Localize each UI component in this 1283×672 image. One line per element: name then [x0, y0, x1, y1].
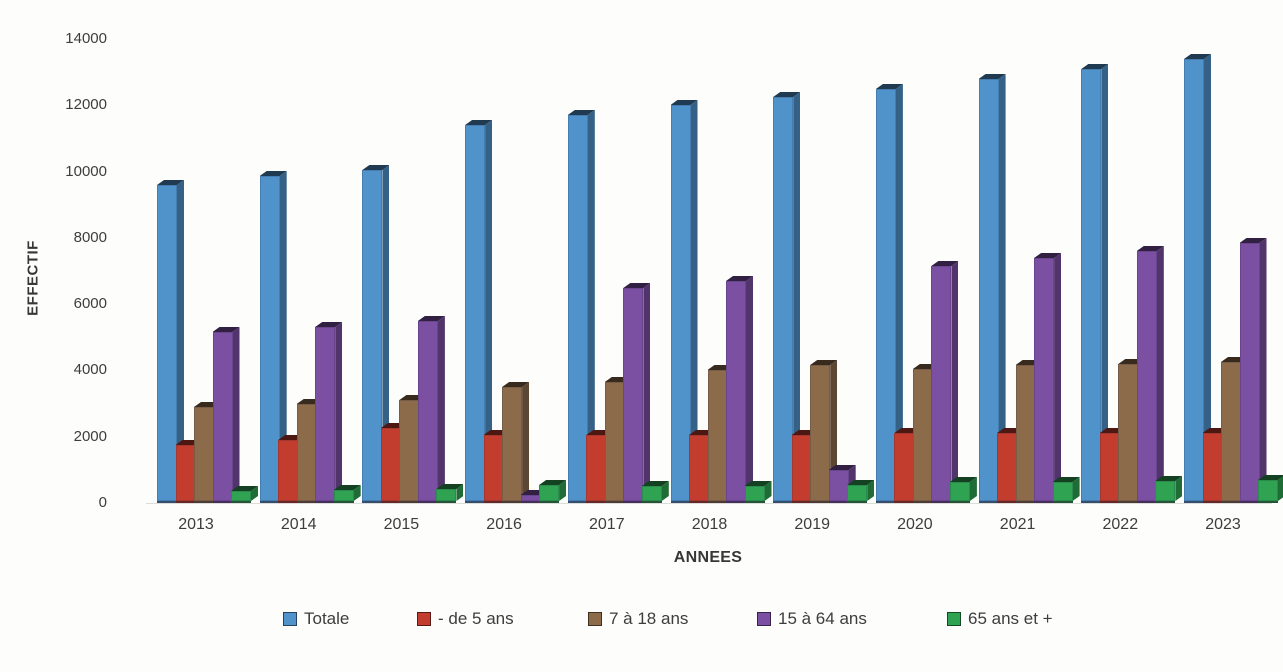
- legend-item-de-5-ans: - de 5 ans: [417, 609, 514, 629]
- y-tick-label: 4000: [73, 361, 107, 379]
- x-tick-label-2021: 2021: [999, 516, 1036, 533]
- bar-15-64-ans-2018: [726, 281, 746, 503]
- legend-swatch-65-ans-et: [947, 612, 961, 626]
- bar-totale-2014: [259, 176, 280, 503]
- bar-15-64-ans-2020: [931, 266, 952, 503]
- bar-7-18-ans-2022: [1118, 364, 1139, 503]
- bar-de-5-ans-2013: [175, 445, 196, 503]
- bar-65-ans-et-2013: [231, 491, 251, 503]
- legend-swatch-15-64-ans: [757, 612, 771, 626]
- bar-7-18-ans-2023: [1221, 362, 1241, 503]
- bar-65-ans-et-2018: [744, 486, 765, 503]
- bar-de-5-ans-2018: [689, 435, 709, 503]
- bar-de-5-ans-2023: [1202, 433, 1223, 503]
- bar-65-ans-et-2020: [949, 482, 970, 503]
- bar-totale-2021: [978, 79, 999, 503]
- x-tick-label-2019: 2019: [794, 516, 830, 533]
- legend-item-65-ans-et: 65 ans et +: [947, 609, 1053, 629]
- bar-de-5-ans-2019: [791, 435, 812, 503]
- bar-65-ans-et-2017: [641, 486, 662, 503]
- bar-15-64-ans-2014: [315, 327, 336, 503]
- bar-de-5-ans-2014: [278, 440, 299, 503]
- bar-65-ans-et-2019: [847, 485, 868, 503]
- x-tick-label-2013: 2013: [178, 516, 214, 533]
- bar-de-5-ans-2017: [586, 435, 607, 503]
- y-tick-label: 14000: [65, 29, 107, 47]
- x-tick-label-2018: 2018: [691, 516, 728, 533]
- y-tick-label: 6000: [73, 295, 107, 313]
- bar-totale-2022: [1081, 69, 1102, 503]
- x-axis-title: ANNEES: [673, 549, 743, 566]
- bar-15-64-ans-2017: [623, 288, 644, 503]
- x-tick-label-2014: 2014: [280, 516, 317, 533]
- bar-de-5-ans-2020: [894, 433, 915, 503]
- legend-label: 15 à 64 ans: [778, 609, 867, 628]
- x-tick-label-2016: 2016: [486, 516, 522, 533]
- bar-15-64-ans-2022: [1136, 251, 1157, 503]
- y-tick-label: 2000: [73, 427, 107, 445]
- x-tick-label-2022: 2022: [1102, 516, 1139, 533]
- bar-7-18-ans-2018: [707, 370, 728, 503]
- x-tick-label-2015: 2015: [383, 516, 420, 533]
- bar-7-18-ans-2017: [604, 382, 625, 503]
- y-tick-label: 12000: [65, 96, 107, 114]
- y-tick-label: 8000: [73, 228, 107, 246]
- bar-de-5-ans-2022: [1099, 433, 1120, 503]
- legend-item-7-18-ans: 7 à 18 ans: [588, 609, 688, 629]
- legend-label: 7 à 18 ans: [609, 609, 689, 628]
- bar-de-5-ans-2016: [483, 435, 504, 503]
- bar-7-18-ans-2019: [810, 365, 831, 503]
- bar-7-18-ans-2015: [399, 400, 420, 503]
- bar-totale-2019: [773, 97, 794, 503]
- bar-15-64-ans-2023: [1239, 243, 1260, 503]
- bar-7-18-ans-2016: [502, 387, 523, 503]
- bar-totale-2013: [157, 185, 177, 503]
- bar-15-64-ans-2015: [417, 321, 438, 503]
- bar-totale-2018: [670, 105, 691, 503]
- bar-totale-2017: [567, 115, 588, 503]
- bar-15-64-ans-2013: [212, 332, 233, 503]
- bar-de-5-ans-2021: [997, 433, 1018, 503]
- bar-65-ans-et-2022: [1155, 481, 1176, 503]
- bar-totale-2016: [465, 125, 486, 503]
- bar-7-18-ans-2014: [296, 404, 317, 503]
- y-tick-label: 10000: [65, 162, 107, 180]
- x-tick-label-2017: 2017: [589, 516, 625, 533]
- legend-item-totale: Totale: [283, 609, 349, 629]
- x-tick-label-2020: 2020: [897, 516, 933, 533]
- bar-65-ans-et-2014: [333, 490, 354, 503]
- bar-totale-2015: [362, 170, 383, 503]
- bar-7-18-ans-2020: [912, 369, 933, 503]
- legend-swatch-7-18-ans: [588, 612, 602, 626]
- bar-15-64-ans-2019: [828, 470, 849, 503]
- legend-swatch-de-5-ans: [417, 612, 431, 626]
- bar-de-5-ans-2015: [380, 428, 401, 503]
- bar-15-64-ans-2016: [520, 495, 541, 503]
- legend-label: 65 ans et +: [968, 609, 1053, 628]
- bar-65-ans-et-2023: [1258, 480, 1278, 503]
- bar-7-18-ans-2021: [1015, 365, 1036, 503]
- bar-15-64-ans-2021: [1034, 258, 1055, 503]
- y-tick-label: 0: [98, 494, 107, 511]
- bar-65-ans-et-2021: [1052, 482, 1073, 503]
- legend-label: Totale: [304, 609, 350, 628]
- bar-totale-2023: [1184, 59, 1204, 503]
- bar-65-ans-et-2015: [436, 489, 457, 503]
- legend-swatch-totale: [283, 612, 297, 626]
- x-tick-label-2023: 2023: [1205, 516, 1241, 533]
- bar-65-ans-et-2016: [539, 485, 560, 503]
- legend-label: - de 5 ans: [438, 609, 514, 628]
- bar-7-18-ans-2013: [194, 407, 214, 503]
- legend-item-15-64-ans: 15 à 64 ans: [757, 609, 867, 629]
- x-axis-line: [146, 503, 1272, 504]
- bar-totale-2020: [875, 89, 896, 503]
